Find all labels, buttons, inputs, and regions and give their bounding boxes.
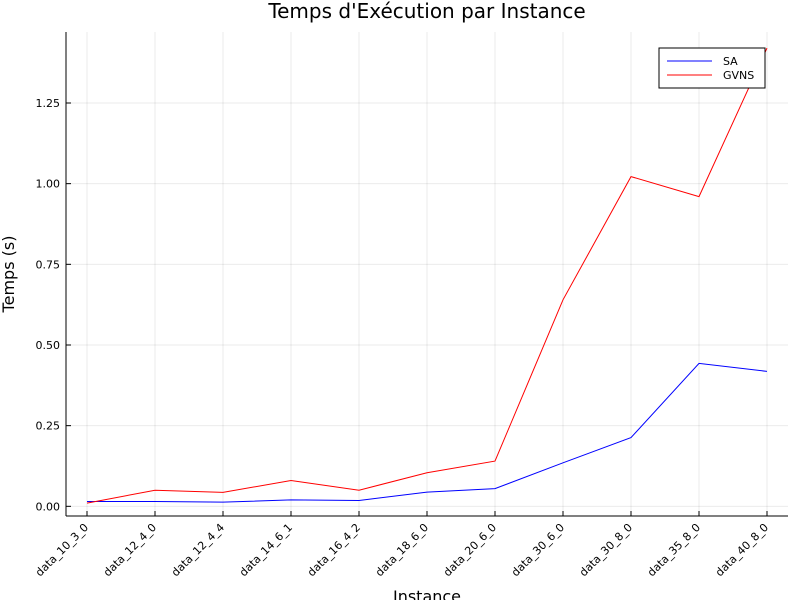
y-tick-label: 0.50 [36,339,61,352]
series-lines [86,47,768,504]
legend-box [658,47,766,89]
chart-title: Temps d'Exécution par Instance [267,0,585,23]
x-tick-label: data_30_8_0 [577,521,635,579]
x-ticks: data_10_3_0 data_12_4_0 data_12_4_4 data_14… [33,511,771,579]
x-tick-label: data_30_6_0 [509,521,567,579]
series-line-sa [87,362,768,503]
x-tick-label: data_40_8_0 [713,521,771,579]
x-tick-label: data_12_4_0 [101,521,159,579]
x-tick-label: data_10_3_0 [33,521,91,579]
y-tick-label: 0.75 [36,258,61,271]
x-axis-label: Instance [393,587,461,600]
x-tick-label: data_16_4_2 [305,521,363,579]
legend-label-sa: SA [723,55,738,68]
x-tick-label: data_35_8_0 [645,521,703,579]
y-tick-label: 1.25 [36,97,61,110]
legend-label-gvns: GVNS [723,69,754,82]
y-tick-label: 0.25 [36,420,61,433]
series-line-gvns [86,47,768,504]
x-tick-label: data_12_4_4 [169,521,227,579]
y-ticks: 0.00 0.25 0.50 0.75 1.00 1.25 [36,97,71,513]
x-tick-label: data_14_6_1 [237,521,295,579]
y-tick-label: 1.00 [36,178,61,191]
x-tick-label: data_18_6_0 [373,521,431,579]
y-tick-label: 0.00 [36,500,61,513]
y-axis-label: Temps (s) [0,236,18,314]
x-tick-label: data_20_6_0 [441,521,499,579]
grid-lines [66,32,788,516]
